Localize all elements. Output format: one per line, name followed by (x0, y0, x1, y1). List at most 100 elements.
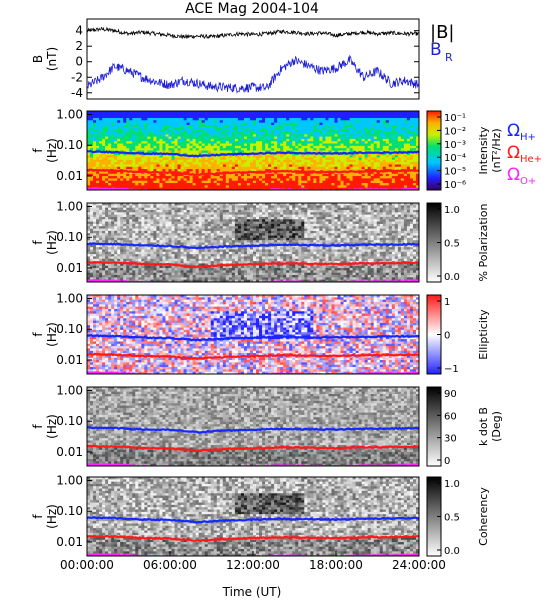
spectral-ytick-label: 1.00 (56, 200, 83, 214)
colorbar-tick-label: 1.0 (444, 205, 460, 216)
colorbar-tick-label: 0.5 (444, 513, 460, 524)
spectral-ytick-label: 1.00 (56, 474, 83, 488)
colorbar-tick-label: 0.0 (444, 272, 460, 283)
gyro-legend-subscript: H+ (520, 132, 536, 143)
spectral-plot-frame (86, 294, 420, 375)
spectral-ylabel: f (31, 424, 45, 429)
spectral-plot-frame (86, 202, 420, 283)
spectral-ytick-label: 0.10 (56, 230, 83, 244)
spectral-panel-k-dot-b: 1.00 0.10 0.01 f (Hz) 90 60 30 0 k dot B (Deg) (31, 384, 503, 467)
colorbar-tick-label: 1 (444, 297, 450, 308)
spectral-ytick-label: 1.00 (56, 384, 83, 398)
legend-B-R: B (430, 40, 442, 60)
magnitude-ytick-label: -4 (71, 86, 83, 100)
spectral-plot-frame (86, 110, 420, 191)
spectral-ytick-label: 0.10 (56, 322, 83, 336)
colorbar-tick-label: 10⁻² (444, 126, 466, 137)
colorbar-tick-label: 10⁻⁴ (444, 153, 466, 164)
heatmap-image (87, 295, 419, 374)
x-tick-label: 24:00:00 (392, 558, 446, 572)
spectral-ylabel: f (31, 240, 45, 245)
magnitude-series-line (87, 54, 419, 94)
colorbar-label: Intensity (477, 126, 490, 174)
magnitude-panel: 420-2-4B (nT)|B|B R (31, 18, 454, 100)
gyro-legend-symbol: Ω (507, 143, 520, 163)
spectral-ytick-label: 0.01 (56, 169, 83, 183)
gyro-line-H-plus (87, 334, 419, 342)
spectral-yunit: (Hz) (45, 504, 59, 529)
spectral-ytick-label: 0.10 (56, 138, 83, 152)
heatmap-image (87, 203, 419, 282)
legend-B-R-subscript: R (445, 51, 453, 64)
x-tick-label: 06:00:00 (143, 558, 197, 572)
colorbar-label: Coherency (477, 487, 490, 546)
colorbar-tick-label: 60 (444, 411, 457, 422)
spectral-yunit: (Hz) (45, 322, 59, 347)
x-tick-label: 00:00:00 (60, 558, 114, 572)
colorbar-tick-label: −1 (444, 364, 459, 375)
colorbar (426, 110, 442, 191)
colorbar-tick-label: 0 (444, 456, 450, 467)
gyro-legend-subscript: O+ (520, 176, 536, 187)
gyro-line-H-plus (87, 426, 419, 434)
spectral-ylabel: f (31, 514, 45, 519)
spectral-ytick-label: 0.10 (56, 504, 83, 518)
gyro-line-He-plus (87, 260, 419, 269)
spectral-panel-ellipticity: 1.00 0.10 0.01 f (Hz) 1 0 −1 Ellipticity (31, 292, 490, 375)
gyro-line-He-plus (87, 444, 419, 453)
spectral-ytick-label: 0.10 (56, 414, 83, 428)
gyro-line-H-plus (87, 242, 419, 250)
gyro-legend-subscript: He+ (520, 154, 542, 165)
spectral-ylabel: f (31, 148, 45, 153)
magnitude-ytick-label: 2 (75, 39, 83, 53)
colorbar-tick-label: 0 (444, 331, 450, 342)
spectral-panel-coherency: 1.00 0.10 0.01 f (Hz) 1.0 0.5 0.0 Coherency (31, 474, 490, 557)
spectral-ytick-label: 0.01 (56, 535, 83, 549)
colorbar-label: % Polarization (477, 204, 490, 282)
gyro-legend-symbol: Ω (507, 165, 520, 185)
colorbar-tick-label: 0.0 (444, 546, 460, 557)
colorbar (426, 386, 442, 467)
gyro-line-He-plus (87, 168, 419, 177)
colorbar-unit: (nT²/Hz) (490, 128, 503, 172)
gyro-line-He-plus (87, 534, 419, 543)
gyro-line-H-plus (87, 150, 419, 158)
spectral-yunit: (Hz) (45, 230, 59, 255)
spectral-ytick-label: 1.00 (56, 108, 83, 122)
gyro-line-H-plus (87, 516, 419, 524)
magnitude-ytick-label: -2 (71, 70, 83, 84)
spectral-panel-intensity: 1.00 0.10 0.01 f (Hz) 10⁻¹ 10⁻² 10⁻³ 10⁻⁴ 10⁻⁵ 10⁻… (31, 108, 542, 191)
spectral-yunit: (Hz) (45, 414, 59, 439)
spectral-ytick-label: 0.01 (56, 353, 83, 367)
colorbar-tick-label: 0.5 (444, 239, 460, 250)
heatmap-image (87, 477, 419, 556)
magnitude-yunit: (nT) (45, 47, 59, 71)
colorbar-tick-label: 10⁻³ (444, 140, 466, 151)
magnitude-ytick-label: 4 (75, 24, 83, 38)
colorbar-tick-label: 90 (444, 389, 457, 400)
colorbar-label: Ellipticity (477, 309, 490, 360)
colorbar-tick-label: 30 (444, 434, 457, 445)
x-axis: 00:00:00 06:00:00 12:00:00 18:00:00 24:00:00 (60, 551, 446, 572)
colorbar-tick-label: 10⁻⁶ (444, 180, 466, 191)
colorbar-label: k dot B (477, 407, 490, 446)
magnitude-ylabel: B (31, 55, 45, 63)
spectral-yunit: (Hz) (45, 138, 59, 163)
spectral-ylabel: f (31, 332, 45, 337)
spectral-panels: 1.000.100.01f (Hz)10⁻¹10⁻²10⁻³10⁻⁴10⁻⁵10⁻… (31, 108, 542, 557)
colorbar-tick-label: 10⁻⁵ (444, 167, 466, 178)
x-tick-label: 18:00:00 (309, 558, 363, 572)
gyro-line-He-plus (87, 352, 419, 360)
spectral-plot-frame (86, 386, 420, 467)
colorbar-tick-label: 1.0 (444, 479, 460, 490)
magnitude-ytick-label: 0 (75, 55, 83, 69)
gyro-legend-symbol: Ω (507, 121, 520, 141)
spectral-ytick-label: 0.01 (56, 445, 83, 459)
spectral-panel--polarization: 1.00 0.10 0.01 f (Hz) 1.0 0.5 0.0 % Polarization (31, 200, 490, 283)
magnitude-series-line (87, 26, 419, 40)
chart-title: ACE Mag 2004-104 (185, 1, 319, 17)
spectral-ytick-label: 1.00 (56, 292, 83, 306)
magnitude-plot-frame (86, 18, 420, 100)
x-tick-label: 12:00:00 (226, 558, 280, 572)
